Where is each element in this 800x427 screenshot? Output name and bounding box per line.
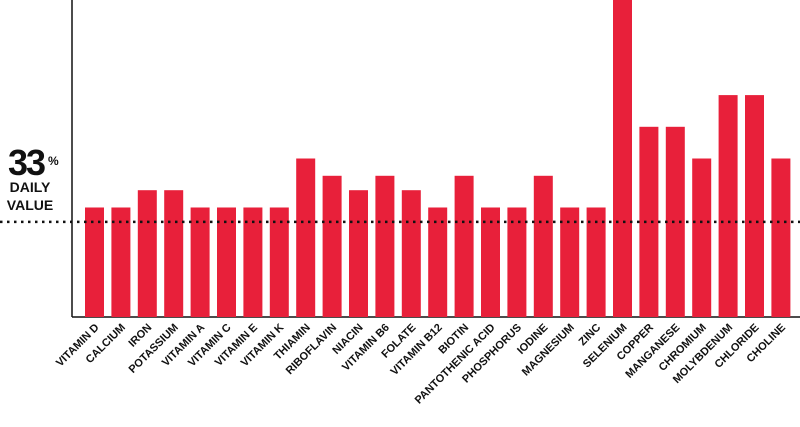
bar bbox=[85, 207, 104, 317]
bar bbox=[164, 190, 184, 317]
reference-label: VALUE bbox=[7, 197, 53, 213]
bar bbox=[296, 158, 316, 317]
bar bbox=[190, 207, 210, 317]
bar bbox=[243, 207, 263, 317]
bar bbox=[349, 190, 368, 317]
bar bbox=[428, 207, 448, 317]
bar bbox=[217, 207, 236, 317]
bar bbox=[613, 0, 632, 317]
bar bbox=[322, 175, 342, 317]
bar bbox=[481, 207, 500, 317]
bar bbox=[507, 207, 527, 317]
reference-unit: % bbox=[48, 154, 59, 168]
reference-value: 33 bbox=[8, 142, 45, 183]
bar bbox=[560, 207, 580, 317]
bar bbox=[718, 95, 738, 317]
bar bbox=[692, 158, 712, 317]
bar bbox=[137, 190, 157, 317]
bar bbox=[111, 207, 131, 317]
bar bbox=[454, 175, 474, 317]
bar bbox=[375, 175, 395, 317]
bar bbox=[533, 175, 553, 317]
bar bbox=[586, 207, 606, 317]
bar bbox=[665, 126, 685, 317]
bar bbox=[401, 190, 421, 317]
bar bbox=[745, 95, 764, 317]
bar bbox=[269, 207, 289, 317]
bar bbox=[639, 126, 659, 317]
bar bbox=[771, 158, 791, 317]
reference-label: DAILY bbox=[10, 179, 51, 195]
